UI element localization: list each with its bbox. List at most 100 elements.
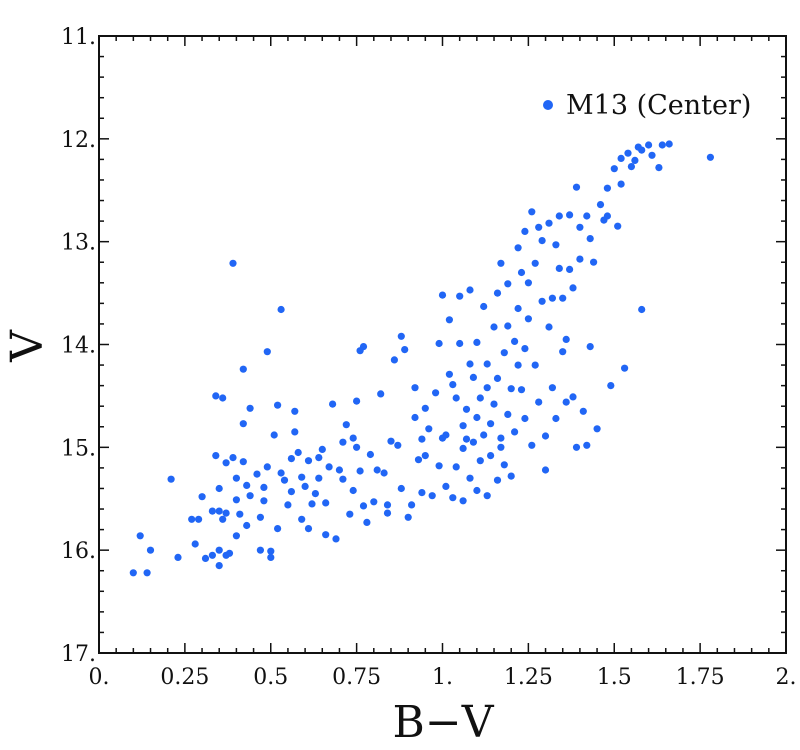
data-point (315, 474, 323, 482)
data-point (445, 370, 453, 378)
legend-marker (543, 100, 553, 110)
data-point (143, 569, 151, 577)
data-point (607, 382, 615, 390)
data-point (562, 398, 570, 406)
data-point (332, 535, 340, 543)
data-point (507, 472, 515, 480)
data-point (473, 413, 481, 422)
y-axis-label: V (2, 329, 53, 363)
x-tick-label: 2. (776, 665, 797, 690)
data-point (603, 212, 612, 220)
y-tick-label: 15. (61, 436, 96, 461)
data-point (569, 284, 577, 292)
data-point (459, 422, 467, 430)
data-point (593, 425, 601, 433)
data-point (473, 486, 481, 495)
data-point (435, 462, 443, 470)
data-point (576, 255, 584, 263)
data-point (548, 294, 557, 302)
data-point (621, 364, 629, 372)
data-point (188, 515, 196, 523)
data-point (322, 531, 330, 539)
data-point (459, 497, 467, 505)
data-point (335, 466, 343, 474)
data-point (408, 501, 416, 509)
data-point (208, 551, 216, 559)
data-point (435, 339, 443, 348)
data-point (614, 222, 622, 230)
data-point (383, 509, 392, 517)
data-point (359, 343, 368, 351)
data-point (353, 443, 361, 451)
data-point (535, 223, 543, 231)
data-point (507, 385, 515, 393)
data-point (531, 259, 539, 267)
data-point (449, 381, 457, 389)
data-point (298, 473, 306, 481)
data-point (531, 361, 539, 369)
data-point (466, 360, 474, 368)
data-point (401, 346, 409, 354)
x-tick-label: 0.5 (253, 665, 288, 690)
data-point (315, 454, 323, 462)
data-point (215, 546, 223, 554)
data-point (617, 154, 625, 162)
data-point (280, 476, 289, 484)
data-point (253, 470, 261, 478)
data-point (277, 469, 285, 477)
data-point (418, 489, 426, 497)
data-point (215, 562, 223, 570)
data-point (219, 515, 227, 523)
data-point (411, 413, 419, 422)
data-point (510, 428, 519, 436)
data-point (346, 510, 354, 518)
plot-frame (98, 35, 787, 654)
data-point (380, 469, 388, 477)
data-point (638, 305, 646, 314)
data-point (236, 510, 244, 518)
data-point (521, 414, 529, 423)
data-point (318, 445, 326, 453)
data-point (469, 373, 477, 381)
data-point (473, 338, 481, 346)
data-point (353, 397, 361, 405)
data-point (617, 180, 625, 188)
data-point (411, 384, 419, 392)
data-point (239, 365, 247, 373)
data-point (229, 454, 237, 462)
data-point (311, 490, 319, 498)
data-point (476, 457, 484, 465)
data-point (414, 456, 423, 464)
data-point (469, 438, 477, 446)
data-point (583, 441, 591, 449)
data-point (243, 521, 251, 530)
data-point (524, 279, 533, 287)
data-point (579, 407, 587, 415)
data-point (349, 434, 357, 442)
data-point (377, 390, 385, 398)
data-point (497, 259, 505, 267)
data-point (397, 332, 405, 340)
legend-label: M13 (Center) (566, 90, 751, 121)
data-point (421, 404, 429, 412)
data-point (167, 475, 175, 483)
legend: M13 (Center) (543, 90, 751, 121)
data-point (201, 554, 210, 563)
data-point (466, 286, 474, 294)
data-point (510, 337, 519, 345)
data-point (222, 459, 230, 467)
data-point (229, 259, 237, 267)
data-point (308, 500, 316, 508)
data-point (287, 455, 295, 463)
data-point (129, 569, 137, 577)
y-tick-label: 17. (61, 642, 96, 667)
data-point (277, 305, 285, 314)
data-point (356, 467, 364, 475)
data-point (198, 493, 206, 501)
data-point (545, 323, 553, 331)
data-point (232, 496, 240, 504)
data-point (548, 384, 557, 392)
data-point (270, 431, 278, 439)
y-tick-label: 12. (61, 128, 96, 153)
data-point (535, 398, 543, 406)
